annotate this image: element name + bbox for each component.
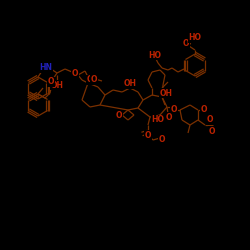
Text: O: O: [48, 78, 54, 86]
Text: OH: OH: [160, 88, 172, 98]
Text: HO: HO: [148, 50, 162, 59]
Text: O: O: [116, 110, 122, 120]
Text: O: O: [183, 40, 189, 48]
Text: O: O: [171, 106, 177, 114]
Text: O: O: [166, 112, 172, 122]
Text: O: O: [207, 116, 213, 124]
Text: O: O: [72, 70, 78, 78]
Text: O: O: [87, 76, 93, 84]
Text: OH: OH: [50, 80, 64, 90]
Text: O: O: [209, 126, 215, 136]
Text: HO: HO: [152, 116, 164, 124]
Text: HN: HN: [40, 64, 52, 72]
Text: HO: HO: [188, 34, 202, 42]
Text: O: O: [201, 106, 207, 114]
Text: O: O: [145, 130, 151, 140]
Text: O: O: [91, 76, 97, 84]
Text: OH: OH: [124, 80, 136, 88]
Text: O: O: [159, 136, 165, 144]
